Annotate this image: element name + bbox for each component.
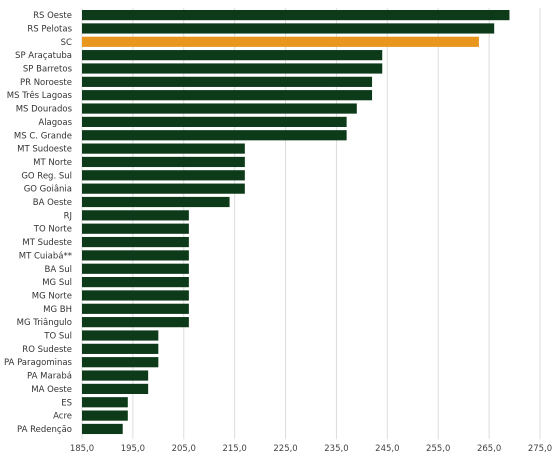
bar <box>82 290 189 301</box>
bar <box>82 236 189 248</box>
x-tick-label: 255,0 <box>426 444 450 454</box>
bar <box>82 223 189 234</box>
x-tick-label: 275,0 <box>528 444 552 454</box>
x-tick-label: 185,0 <box>70 444 94 454</box>
category-label: PA Redenção <box>17 425 72 435</box>
category-label: TO Norte <box>33 225 72 235</box>
category-label: BA Oeste <box>33 198 72 208</box>
x-tick-label: 225,0 <box>273 444 297 454</box>
category-label: MT Norte <box>33 158 72 168</box>
x-tick-label: 265,0 <box>477 444 501 454</box>
category-label: Acre <box>53 412 72 422</box>
bar <box>82 343 159 354</box>
bar <box>82 317 189 328</box>
category-label: PA Marabá <box>27 372 72 382</box>
bar <box>82 263 189 274</box>
bar <box>82 210 189 221</box>
category-label: RO Sudeste <box>22 345 72 355</box>
category-label: GO Reg. Sul <box>21 171 72 181</box>
bar <box>82 183 245 194</box>
x-tick-label: 215,0 <box>222 444 246 454</box>
bar <box>82 130 347 141</box>
category-label: RS Oeste <box>33 11 72 21</box>
category-label: MA Oeste <box>31 385 72 395</box>
bar <box>82 63 383 74</box>
category-label: SP Araçatuba <box>15 51 72 61</box>
x-tick-label: 245,0 <box>375 444 399 454</box>
category-label: MT Sudoeste <box>17 145 72 155</box>
bar <box>82 383 149 394</box>
category-label: MT Cuiabá** <box>19 251 72 261</box>
bar <box>82 156 245 168</box>
x-tick-label: 195,0 <box>121 444 145 454</box>
category-label: MS C. Grande <box>14 131 72 141</box>
category-label: PA Paragominas <box>4 358 73 368</box>
bar <box>82 410 128 421</box>
bar <box>82 90 373 101</box>
x-tick-label: 205,0 <box>172 444 196 454</box>
category-label: TO Sul <box>43 332 72 342</box>
category-label: MT Sudeste <box>22 238 72 248</box>
category-label: GO Goiânia <box>24 185 72 195</box>
category-label: MG Triângulo <box>17 318 72 328</box>
category-label: MG Sul <box>42 278 72 288</box>
category-label: MS Três Lagoas <box>7 90 73 101</box>
category-label: PR Noroeste <box>20 78 72 88</box>
bar <box>82 357 159 368</box>
category-labels: RS Oeste RS Pelotas SC SP Araçatuba SP Barre… <box>4 11 73 435</box>
bar <box>82 50 383 61</box>
category-label: MG Norte <box>32 291 72 301</box>
bar <box>82 196 230 208</box>
bar <box>82 423 123 435</box>
x-axis-ticks: 185,0 195,0 205,0 215,0 225,0 235,0 245,0 255,0… <box>70 444 552 454</box>
bar <box>82 277 189 288</box>
category-label: Alagoas <box>38 118 72 128</box>
category-label: MS Dourados <box>16 105 73 115</box>
bar <box>82 303 189 314</box>
bar <box>82 370 149 381</box>
bar <box>82 10 510 21</box>
bar <box>82 116 347 127</box>
bar <box>82 76 373 87</box>
bar <box>82 103 357 114</box>
category-label: ES <box>61 398 72 408</box>
x-tick-label: 235,0 <box>324 444 348 454</box>
bar <box>82 170 245 181</box>
category-label: SC <box>61 38 72 48</box>
bar <box>82 250 189 261</box>
bar <box>82 36 479 47</box>
bar <box>82 397 128 408</box>
bar <box>82 330 159 341</box>
category-label: SP Barretos <box>23 65 73 75</box>
category-label: MG BH <box>43 305 72 315</box>
bar <box>82 143 245 154</box>
category-label: BA Sul <box>45 265 73 275</box>
bar <box>82 23 495 34</box>
category-label: RJ <box>64 211 72 221</box>
category-label: RS Pelotas <box>27 24 72 34</box>
bars <box>82 10 510 435</box>
